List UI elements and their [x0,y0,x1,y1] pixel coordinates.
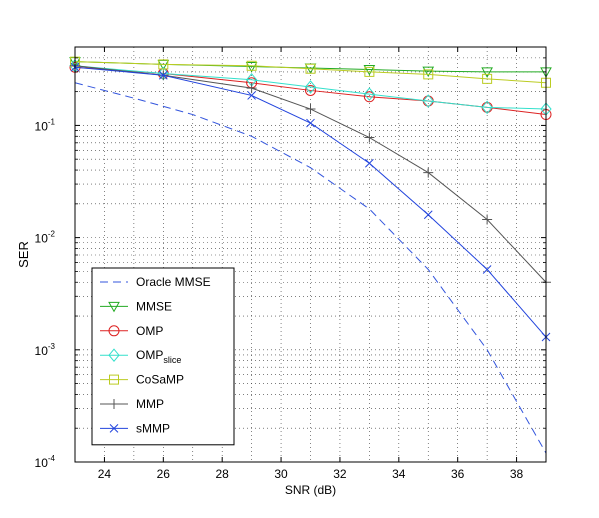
x-tick-label: 26 [157,467,171,481]
legend-entry: Oracle MMSE [100,275,211,289]
data-point [481,100,493,115]
series-mmp [70,60,551,288]
data-point [482,73,493,84]
series-line [74,61,547,84]
legend-entry: OMPslice [100,348,181,365]
series-line [74,65,547,110]
legend-label: MMP [136,397,164,411]
legend-swatch-marker [109,424,119,433]
data-point [363,91,375,103]
data-point [481,67,493,78]
legend-label: MMSE [136,299,172,313]
series-line [74,82,547,454]
legend-entry: MMSE [100,299,172,313]
data-point [246,60,257,71]
y-axis-label: SER [16,241,31,268]
legend-swatch-marker [109,374,119,385]
series-oracle-mmse [74,82,547,454]
data-point [305,104,316,115]
data-point [364,66,375,77]
legend-swatch-marker [108,301,120,313]
data-point [305,84,316,96]
legend-entry: sMMP [100,421,170,435]
legend: Oracle MMSE MMSE OMP OMPslice CoSaMP MMP sMMP [91,267,235,446]
data-point [423,210,433,220]
data-point [158,70,168,80]
legend-entry: OMP [100,324,163,338]
data-point [306,118,315,128]
data-point [245,62,258,73]
legend-entry: CoSaMP [100,373,184,387]
data-point [364,132,375,143]
data-point [423,167,434,178]
y-tick-label: 10-2 [35,230,56,246]
data-point [423,69,434,80]
y-tick-label: 10-4 [35,454,56,470]
legend-label: OMPslice [136,348,181,365]
x-tick-label: 36 [451,467,465,481]
plot-frame [74,46,547,463]
series-line [74,65,547,283]
legend-swatch-marker [108,325,120,337]
data-point [363,87,376,101]
data-point [247,91,256,100]
x-tick-label: 24 [98,467,112,481]
legend-label: sMMP [136,421,170,435]
data-point [246,83,257,94]
x-tick-label: 34 [392,467,406,481]
y-tick-label: 10-3 [35,342,56,358]
x-axis-label: SNR (dB) [285,483,336,497]
legend-label: CoSaMP [136,373,184,387]
legend-label: OMP [136,324,163,338]
series-line [74,66,547,338]
x-tick-label: 30 [274,467,288,481]
x-tick-label: 38 [510,467,524,481]
series-cosamp [70,56,551,88]
series-smmp [70,62,551,342]
data-point [422,66,435,78]
axes: 24 26 28 30 32 34 36 38 10-4 10-3 10-2 10-1 [35,47,546,481]
legend-label: Oracle MMSE [136,275,211,289]
data-point [363,65,376,76]
data-point [304,80,317,94]
data-point [158,59,169,70]
data-point [422,94,434,108]
series-layer [69,56,552,454]
y-tick-label: 10-1 [35,117,56,133]
data-point [482,214,493,225]
data-point [365,158,374,168]
x-tick-label: 32 [333,467,347,481]
legend-swatch-marker [109,399,119,409]
data-point [305,63,316,74]
legend-entry: MMP [100,397,164,411]
data-point [482,265,492,274]
legend-box [91,267,235,446]
x-tick-label: 28 [216,467,230,481]
legend-swatch-marker [108,348,120,362]
